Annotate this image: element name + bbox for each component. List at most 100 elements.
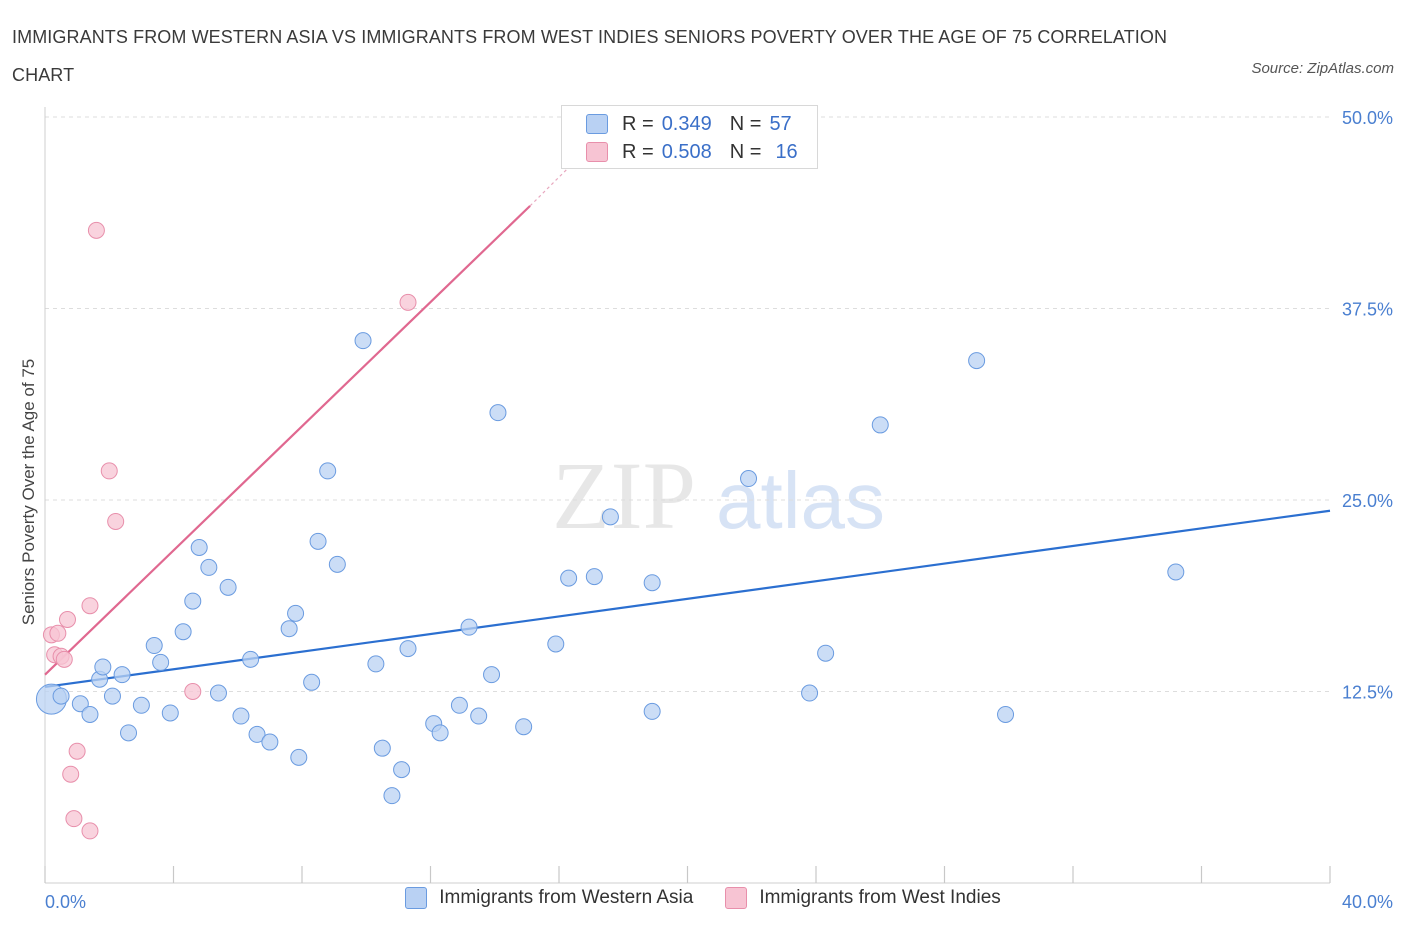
x-tick-label: 40.0%	[1342, 892, 1393, 912]
point-western-asia	[209, 684, 227, 702]
trend-line-west-indies	[44, 205, 531, 676]
point-western-asia	[740, 470, 758, 488]
trend-lines	[44, 167, 1331, 688]
point-western-asia	[328, 555, 346, 573]
point-western-asia	[132, 696, 150, 714]
point-western-asia	[399, 640, 417, 658]
point-western-asia	[643, 574, 661, 592]
point-western-asia	[601, 508, 619, 526]
y-axis-label: Seniors Poverty Over the Age of 75	[19, 359, 38, 625]
y-tick-label: 37.5%	[1342, 300, 1393, 320]
point-western-asia	[81, 705, 99, 723]
point-western-asia	[190, 538, 208, 556]
point-west-indies	[62, 765, 80, 783]
point-western-asia	[1167, 563, 1185, 581]
y-tick-label: 25.0%	[1342, 491, 1393, 511]
point-west-indies	[81, 597, 99, 615]
stats-legend: R = 0.349 N = 57 R = 0.508 N = 16	[561, 105, 818, 169]
point-western-asia	[585, 568, 603, 586]
r-label: R =	[622, 140, 654, 163]
point-western-asia	[161, 704, 179, 722]
point-west-indies	[65, 810, 83, 828]
watermark-zip: ZIP	[552, 442, 696, 549]
point-western-asia	[817, 644, 835, 662]
point-western-asia	[393, 761, 411, 779]
point-western-asia	[643, 702, 661, 720]
point-western-asia	[383, 787, 401, 805]
point-western-asia	[290, 748, 308, 766]
n-value: 16	[775, 140, 798, 163]
point-western-asia	[248, 725, 266, 743]
tick-labels: 12.5% 25.0% 37.5% 50.0% 0.0% 40.0%	[45, 108, 1393, 912]
west-indies-swatch	[586, 142, 608, 162]
stats-legend-row-western-asia: R = 0.349 N = 57	[586, 110, 792, 138]
point-western-asia	[450, 696, 468, 714]
point-western-asia	[261, 733, 279, 751]
point-west-indies	[55, 650, 73, 668]
r-value: 0.508	[661, 140, 712, 163]
watermark: ZIP atlas	[552, 442, 885, 549]
point-western-asia	[200, 558, 218, 576]
n-label: N =	[729, 112, 762, 135]
legend-swatch-west-indies	[725, 887, 748, 909]
point-western-asia	[871, 416, 889, 434]
legend-item-western-asia: Immigrants from Western Asia	[405, 887, 693, 909]
legend-item-west-indies: Immigrants from West Indies	[725, 887, 1001, 909]
point-western-asia	[547, 635, 565, 653]
series-legend: Immigrants from Western Asia Immigrants …	[0, 887, 1406, 909]
point-western-asia	[184, 592, 202, 610]
point-western-asia	[94, 658, 112, 676]
point-western-asia	[174, 623, 192, 641]
n-label: N =	[729, 140, 762, 163]
western-asia-swatch	[586, 114, 608, 134]
point-western-asia	[997, 705, 1015, 723]
point-western-asia	[52, 687, 70, 705]
chart-title: IMMIGRANTS FROM WESTERN ASIA VS IMMIGRAN…	[12, 27, 1168, 85]
point-west-indies	[87, 221, 105, 239]
point-western-asia	[219, 578, 237, 596]
axes	[44, 107, 1331, 884]
r-label: R =	[622, 112, 654, 135]
point-western-asia	[460, 618, 478, 636]
x-tick-label: 0.0%	[45, 892, 86, 912]
point-western-asia	[968, 352, 986, 370]
point-west-indies	[399, 293, 417, 311]
point-western-asia	[560, 569, 578, 587]
point-western-asia	[152, 653, 170, 671]
n-value: 57	[769, 112, 792, 135]
trend-line-western-asia	[44, 509, 1331, 688]
y-tick-label: 50.0%	[1342, 108, 1393, 128]
point-western-asia	[120, 724, 138, 742]
trend-line-west-indies-extension	[529, 167, 570, 207]
legend-label-west-indies: Immigrants from West Indies	[759, 887, 1001, 908]
point-western-asia	[242, 650, 260, 668]
point-western-asia	[309, 532, 327, 550]
legend-label-western-asia: Immigrants from Western Asia	[439, 887, 694, 908]
point-western-asia	[71, 695, 89, 713]
point-west-indies	[107, 512, 125, 530]
point-west-indies	[81, 822, 99, 840]
point-western-asia	[113, 666, 131, 684]
point-western-asia	[367, 655, 385, 673]
point-western-asia	[280, 620, 298, 638]
point-western-asia	[373, 739, 391, 757]
point-western-asia	[303, 673, 321, 691]
point-western-asia	[801, 684, 819, 702]
point-western-asia	[489, 404, 507, 422]
point-western-asia	[470, 707, 488, 725]
y-tick-label: 12.5%	[1342, 683, 1393, 703]
point-west-indies	[184, 683, 202, 700]
point-west-indies	[49, 624, 67, 642]
stats-legend-row-west-indies: R = 0.508 N = 16	[586, 138, 798, 166]
point-western-asia	[515, 718, 533, 736]
data-points	[35, 221, 1185, 840]
point-western-asia	[287, 604, 305, 622]
r-value: 0.349	[661, 112, 712, 135]
point-western-asia	[319, 462, 337, 480]
point-western-asia	[232, 707, 250, 725]
point-west-indies	[58, 610, 76, 628]
point-western-asia	[431, 724, 449, 742]
chart-source: Source: ZipAtlas.com	[1251, 60, 1394, 77]
point-western-asia	[145, 637, 163, 655]
